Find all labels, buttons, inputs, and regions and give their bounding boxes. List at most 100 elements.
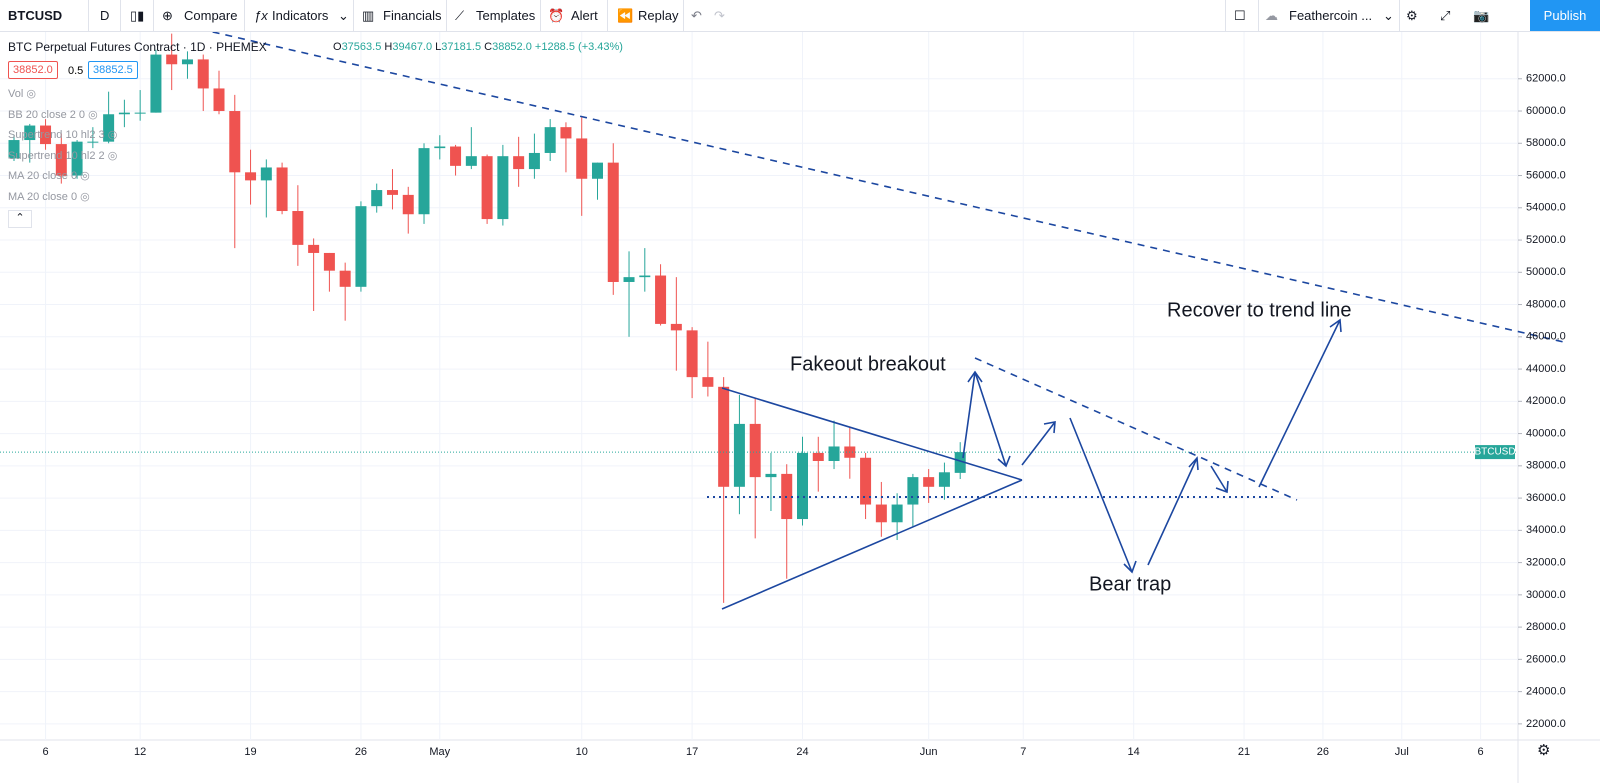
undo[interactable]: ↶ [691,8,702,23]
candle-body [497,156,509,220]
eye-icon[interactable]: ◎ [23,88,36,100]
indicator[interactable]: Supertrend 10 hl2 2 ◎ [8,149,118,162]
y-tick-label: 54000.0 [1526,202,1566,214]
redo[interactable]: ↷ [714,8,725,23]
dropdown[interactable]: ⌄ [1383,8,1394,23]
spread: 0.5 [68,65,84,77]
interval[interactable]: D [100,8,110,23]
dropdown[interactable]: ⌄ [338,8,349,23]
candle-body [655,275,667,324]
ohlc: O37563.5 H39467.0 L37181.5 C38852.0 +128… [333,41,623,53]
candle-body [891,504,903,523]
ohlc-label: O [333,41,342,53]
eye-icon[interactable]: ◎ [104,129,118,142]
expand[interactable]: ⤢ [1440,8,1451,23]
candle-body [450,146,462,166]
candle-body [181,59,193,65]
x-tick-label: 6 [1478,746,1484,758]
candle-body [749,423,761,478]
legend-title: BTC Perpetual Futures Contract · 1D · PH… [8,40,267,54]
x-tick-label: 6 [42,746,48,758]
y-tick-label: 30000.0 [1526,589,1566,601]
financials[interactable]: Financials [383,8,442,23]
x-tick-label: 26 [1317,746,1329,758]
candle-body [686,330,698,378]
eye-icon[interactable]: ◎ [77,170,90,183]
candle-body [245,172,257,181]
x-tick-label: 21 [1238,746,1250,758]
candle-body [418,148,430,215]
candle-body [465,156,477,166]
candle-body [150,54,162,113]
arrow-head [1215,480,1229,494]
candle-body [938,472,950,487]
indicator[interactable]: Supertrend 10 hl2 3 ◎ [8,129,118,142]
candle-icon[interactable]: ▯▮ [130,8,145,23]
bid[interactable]: 38852.0 [8,61,58,79]
ohlc-label: C [484,41,493,53]
candle-body [544,127,556,153]
y-tick-label: 50000.0 [1526,266,1566,278]
candle-body [591,162,603,179]
publish-button[interactable]: Publish [1530,0,1600,31]
candle-body [576,138,588,179]
y-tick-label: 62000.0 [1526,73,1566,85]
y-tick-label: 24000.0 [1526,686,1566,698]
indicators[interactable]: Indicators [272,8,329,23]
indicator[interactable]: MA 20 close 0 ◎ [8,191,90,203]
eye-icon[interactable]: ◎ [104,149,118,162]
candle-body [797,452,808,520]
y-tick-label: 28000.0 [1526,621,1566,633]
y-tick-label: 60000.0 [1526,105,1566,117]
candle-body [292,211,304,245]
chart: Fakeout breakout Recover to trend line B… [0,32,1600,783]
financials-icon: ▥ [362,8,375,23]
y-tick-label: 40000.0 [1526,427,1566,439]
snapshot[interactable]: 📷 [1473,8,1490,23]
x-tick-label: May [429,746,450,758]
candle-body [229,111,241,173]
y-tick-label: 44000.0 [1526,363,1566,375]
y-tick-label: 52000.0 [1526,234,1566,246]
arrow [1258,319,1341,488]
cloud-icon: ☁ [1265,8,1278,23]
eye-icon[interactable]: ◎ [85,108,98,121]
candle-body [733,423,745,487]
alert[interactable]: Alert [571,8,598,23]
compare[interactable]: Compare [184,8,238,23]
candle-body [402,194,414,215]
fullscreen-box[interactable]: ☐ [1234,8,1246,23]
templates-icon: ⟋ [455,8,465,23]
y-tick-label: 56000.0 [1526,169,1566,181]
eye-icon[interactable]: ◎ [77,191,90,203]
triangle-upper [721,387,1023,481]
templates[interactable]: Templates [476,8,536,23]
change: +1288.5 (+3.43%) [534,41,623,53]
candle-body [8,140,20,159]
replay-icon: ⏪ [617,8,634,23]
arrow-head [967,370,983,383]
indicator[interactable]: Vol ◎ [8,88,36,100]
candle-body [87,141,99,143]
compare-icon: ⊕ [162,8,173,23]
replay[interactable]: Replay [638,8,679,23]
settings-icon[interactable]: ⚙ [1537,742,1550,759]
collapse-legend[interactable]: ⌃ [8,210,32,228]
ohlc-value: 38852.0 [492,41,532,53]
candle-body [718,386,730,487]
ask[interactable]: 38852.5 [88,61,138,79]
x-tick-label: 12 [134,746,146,758]
x-tick-label: Jul [1395,746,1409,758]
layout-name[interactable]: Feathercoin ... [1289,8,1373,23]
symbol[interactable]: BTCUSD [8,8,63,23]
indicator[interactable]: BB 20 close 2 0 ◎ [8,108,98,121]
new-trend-line [974,357,1298,501]
toolbar: BTCUSD D ▯▮ ⊕ Compare ƒx Indicators ⌄ ▥ … [0,0,1600,32]
x-tick-label: 10 [576,746,588,758]
candle-body [276,167,288,212]
candle-body [355,206,367,287]
indicator[interactable]: MA 20 close 0 ◎ [8,170,90,183]
settings[interactable]: ⚙ [1406,8,1418,23]
candle-body [812,452,824,461]
